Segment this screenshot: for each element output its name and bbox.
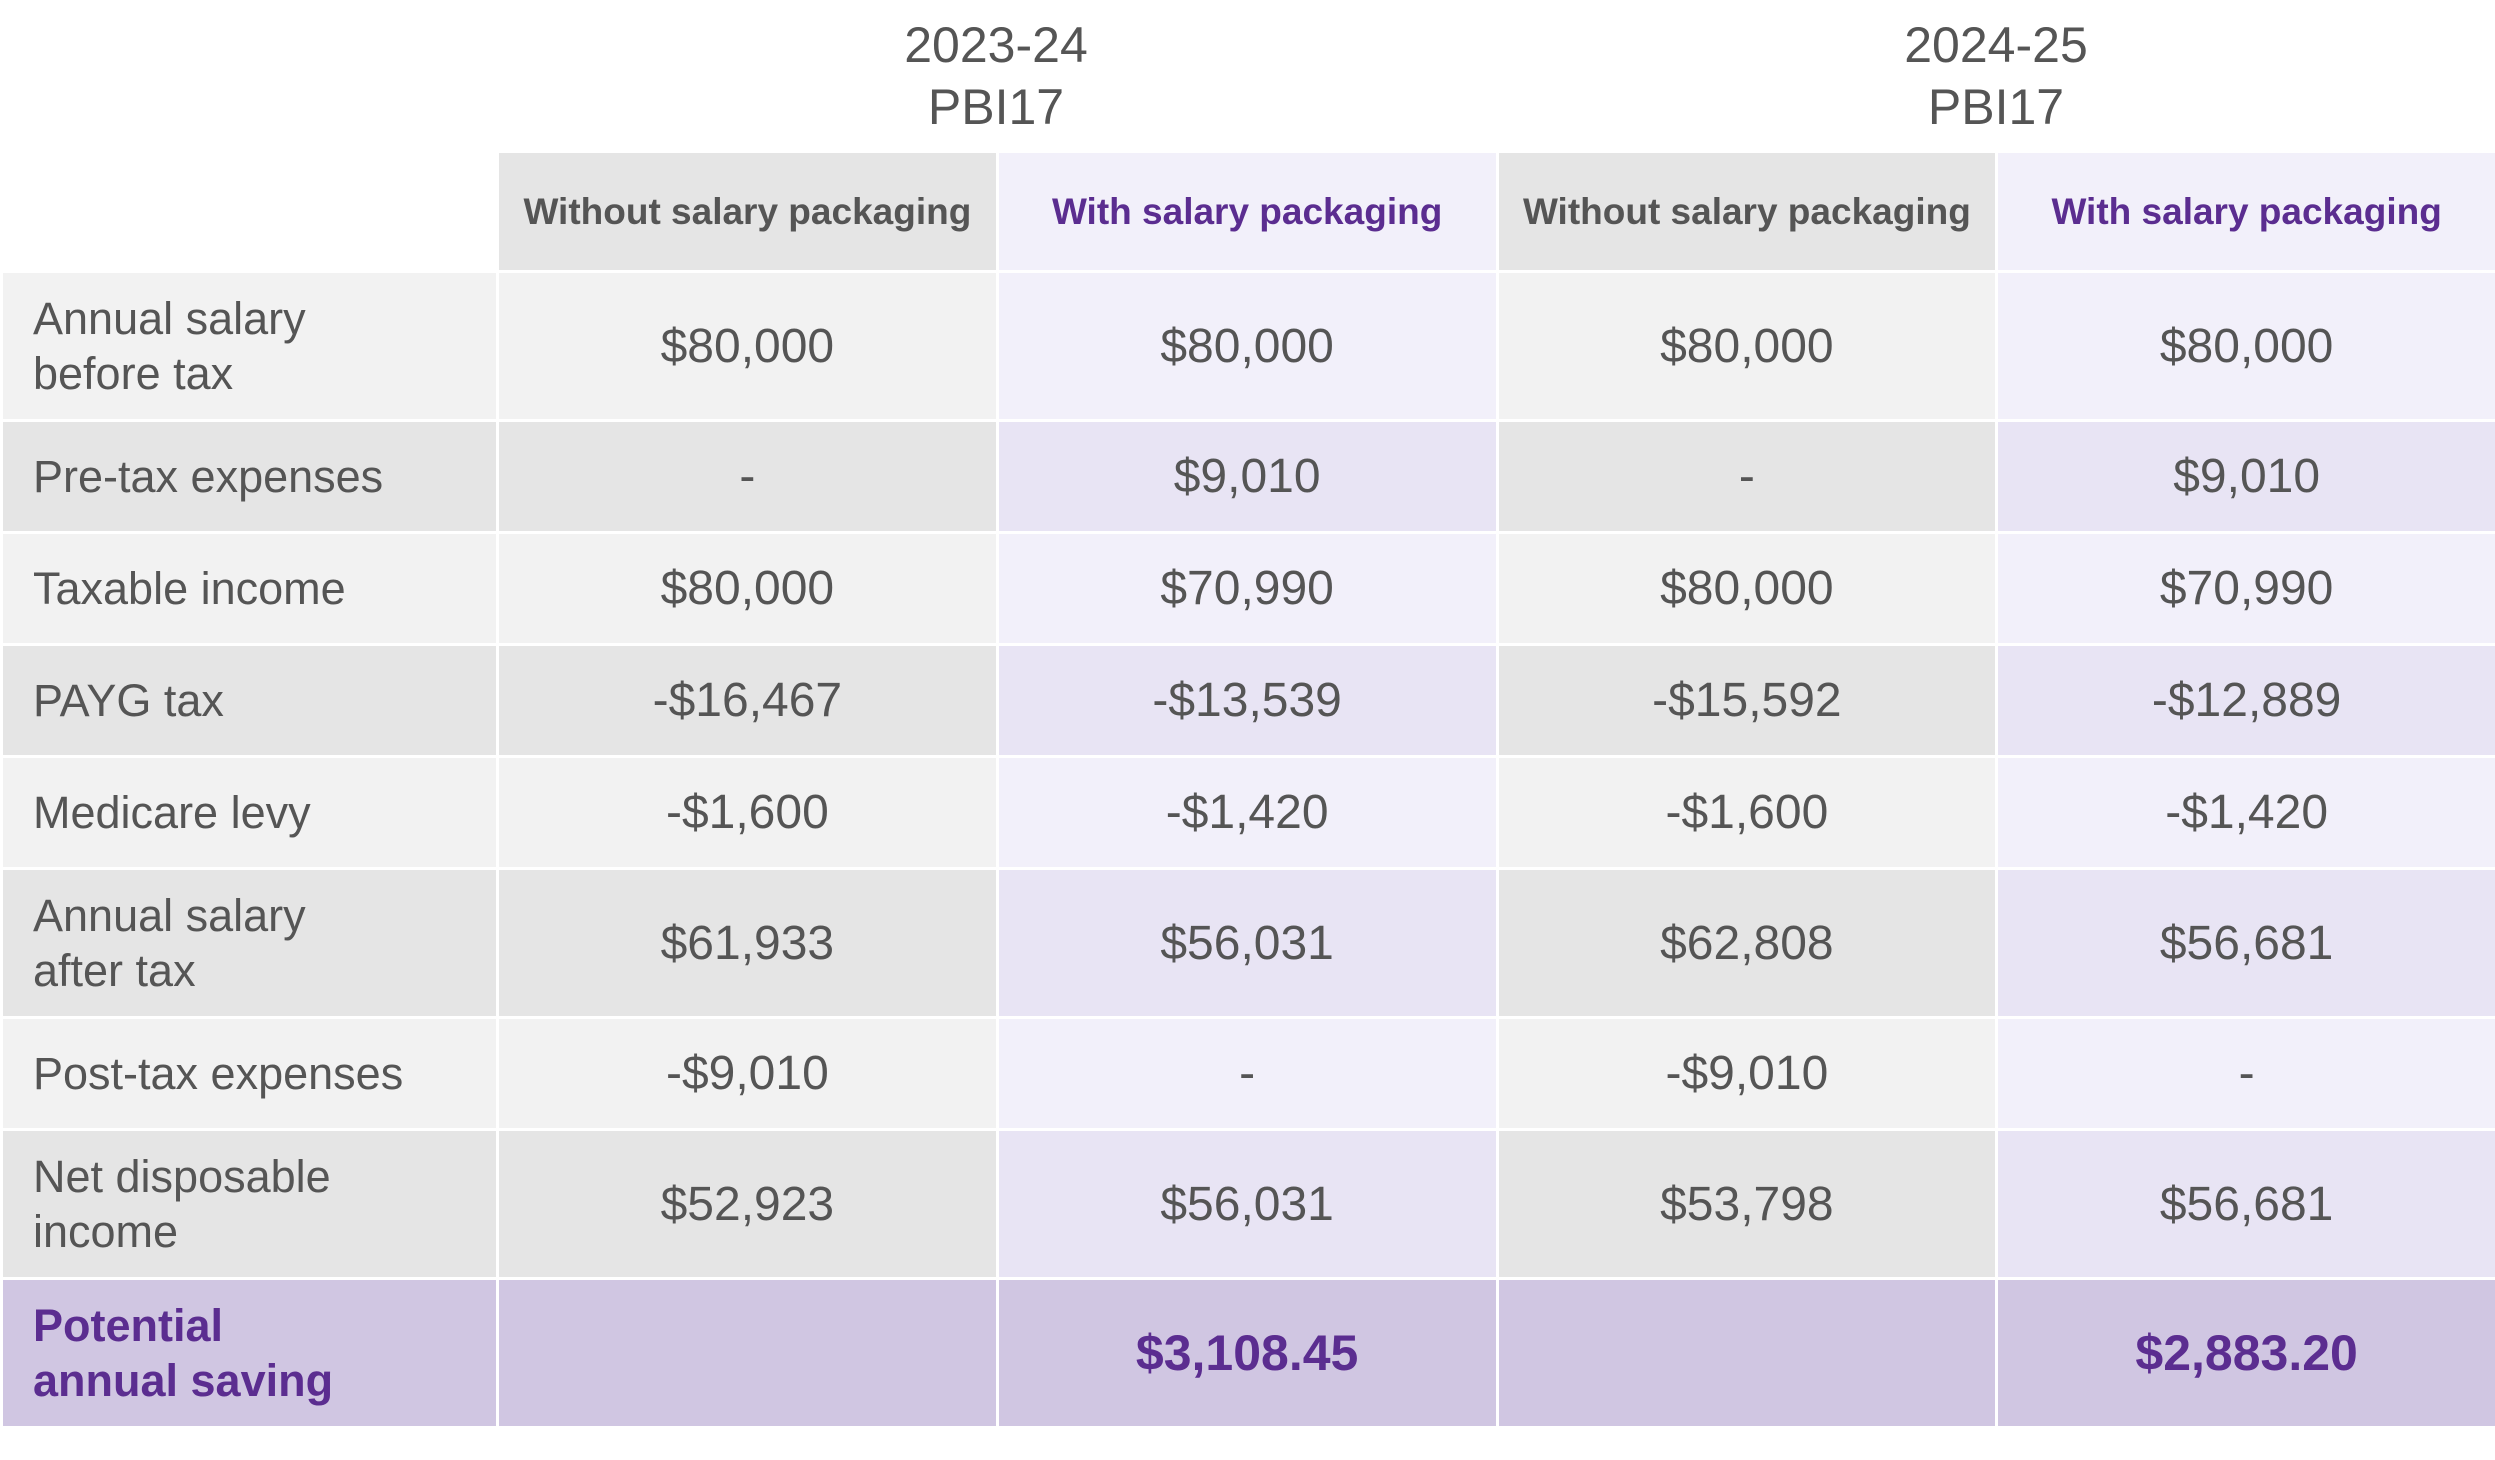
year-header-2023-24: 2023-24 PBI17 [496,14,1496,138]
value-cell: $52,923 [496,1128,999,1280]
table-row-pre-tax-expenses: Pre-tax expenses - $9,010 - $9,010 [0,419,2495,534]
value-cell: -$16,467 [496,643,999,758]
value-cell: $62,808 [1495,867,1999,1019]
year-period: 2024-25 [1904,17,2088,73]
value-cell: $61,933 [496,867,999,1019]
value-cell: $80,000 [1495,531,1999,646]
header-with-packaging-2023-24: With salary packaging [995,150,1499,273]
value-cell: - [1995,1016,2495,1131]
value-cell: $70,990 [995,531,1499,646]
value-cell: - [995,1016,1499,1131]
row-label: Medicare levy [0,755,499,870]
value-cell: -$9,010 [496,1016,999,1131]
value-cell: $53,798 [1495,1128,1999,1280]
value-cell: $56,681 [1995,867,2495,1019]
row-label: Post-tax expenses [0,1016,499,1131]
value-cell: -$1,420 [995,755,1499,870]
value-cell: $80,000 [496,531,999,646]
value-cell: $56,681 [1995,1128,2495,1280]
comparison-table: Without salary packaging With salary pac… [0,150,2495,1429]
header-blank-cell [0,150,499,273]
saving-value-2024-25: $2,883.20 [1995,1277,2495,1429]
value-cell: -$1,420 [1995,755,2495,870]
value-cell: $9,010 [1995,419,2495,534]
value-cell: -$15,592 [1495,643,1999,758]
value-cell: -$12,889 [1995,643,2495,758]
value-cell: $9,010 [995,419,1499,534]
value-cell: $56,031 [995,1128,1499,1280]
year-period: 2023-24 [904,17,1088,73]
row-label: Net disposable income [0,1128,499,1280]
row-label: Taxable income [0,531,499,646]
value-cell: $70,990 [1995,531,2495,646]
total-row-label: Potential annual saving [0,1277,499,1429]
value-cell: -$9,010 [1495,1016,1999,1131]
table-row-annual-salary-before-tax: Annual salary before tax $80,000 $80,000 … [0,270,2495,422]
value-cell: $80,000 [1495,270,1999,422]
year-label: PBI17 [1927,79,2065,135]
header-without-packaging-2023-24: Without salary packaging [496,150,999,273]
value-cell: $56,031 [995,867,1499,1019]
column-header-row: Without salary packaging With salary pac… [0,150,2495,273]
saving-value-2023-24: $3,108.45 [995,1277,1499,1429]
value-cell: $80,000 [1995,270,2495,422]
table-row-annual-salary-after-tax: Annual salary after tax $61,933 $56,031 $… [0,867,2495,1019]
row-label: Annual salary after tax [0,867,499,1019]
year-label: PBI17 [927,79,1065,135]
row-label: Annual salary before tax [0,270,499,422]
value-cell: - [1495,419,1999,534]
value-cell: -$13,539 [995,643,1499,758]
value-cell: $80,000 [496,270,999,422]
table-row-medicare-levy: Medicare levy -$1,600 -$1,420 -$1,600 -$… [0,755,2495,870]
total-empty-cell [496,1277,999,1429]
year-header-2024-25: 2024-25 PBI17 [1496,14,2495,138]
value-cell: $80,000 [995,270,1499,422]
value-cell: - [496,419,999,534]
table-row-payg-tax: PAYG tax -$16,467 -$13,539 -$15,592 -$12… [0,643,2495,758]
header-with-packaging-2024-25: With salary packaging [1995,150,2495,273]
table-row-post-tax-expenses: Post-tax expenses -$9,010 - -$9,010 - [0,1016,2495,1131]
row-label: PAYG tax [0,643,499,758]
value-cell: -$1,600 [496,755,999,870]
table-row-net-disposable-income: Net disposable income $52,923 $56,031 $53… [0,1128,2495,1280]
value-cell: -$1,600 [1495,755,1999,870]
year-headers: 2023-24 PBI17 2024-25 PBI17 [0,0,2495,150]
table-row-taxable-income: Taxable income $80,000 $70,990 $80,000 $… [0,531,2495,646]
total-empty-cell [1495,1277,1999,1429]
table-row-potential-annual-saving: Potential annual saving $3,108.45 $2,883.… [0,1277,2495,1429]
header-without-packaging-2024-25: Without salary packaging [1495,150,1999,273]
row-label: Pre-tax expenses [0,419,499,534]
